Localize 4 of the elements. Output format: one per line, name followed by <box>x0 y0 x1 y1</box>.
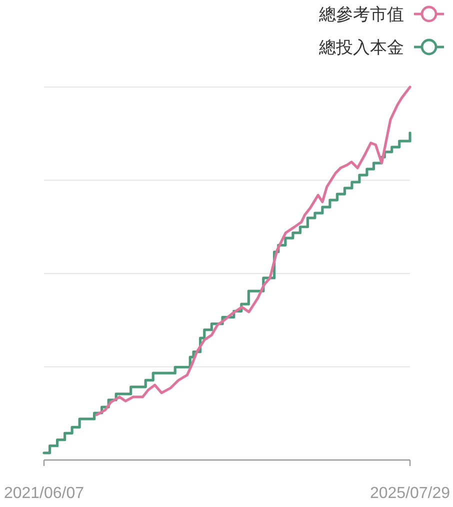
legend-label: 總投入本金 <box>318 38 404 57</box>
x-tick-label: 2021/06/07 <box>4 485 84 502</box>
x-tick-label: 2025/07/29 <box>370 485 450 502</box>
legend-label: 總參考市值 <box>318 5 404 24</box>
